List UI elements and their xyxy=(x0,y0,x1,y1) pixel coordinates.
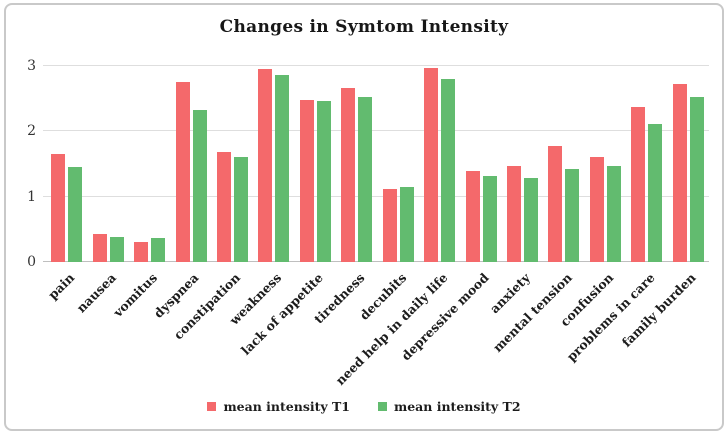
bar-group xyxy=(668,66,709,262)
bar xyxy=(51,154,66,262)
gridline xyxy=(43,195,709,197)
bar xyxy=(689,96,704,262)
legend-item: mean intensity T1 xyxy=(207,399,350,414)
legend: mean intensity T1 mean intensity T2 xyxy=(6,399,722,414)
bar-group xyxy=(295,66,336,262)
bar xyxy=(589,157,604,262)
bar-group xyxy=(378,66,419,262)
bar-group xyxy=(460,66,501,262)
bar xyxy=(441,79,456,262)
bar xyxy=(151,238,166,262)
bar xyxy=(482,175,497,262)
bar xyxy=(299,99,314,262)
bar-group xyxy=(626,66,667,262)
bar xyxy=(316,100,331,262)
bar-group xyxy=(419,66,460,262)
bar xyxy=(424,67,439,262)
legend-swatch-icon xyxy=(378,402,387,411)
bar-group xyxy=(502,66,543,262)
bar xyxy=(465,170,480,262)
legend-label: mean intensity T2 xyxy=(394,399,521,414)
legend-label: mean intensity T1 xyxy=(223,399,350,414)
legend-swatch-icon xyxy=(207,402,217,411)
bar xyxy=(92,233,107,262)
bar xyxy=(648,123,663,262)
bar-group xyxy=(129,66,170,262)
bar xyxy=(341,87,356,262)
bar xyxy=(606,165,621,262)
x-axis-line xyxy=(43,261,709,262)
legend-item: mean intensity T2 xyxy=(378,399,521,414)
bar-group xyxy=(212,66,253,262)
bar xyxy=(382,188,397,262)
bar xyxy=(672,83,687,262)
bar-group xyxy=(253,66,294,262)
gridline xyxy=(43,65,709,66)
bar-group xyxy=(87,66,128,262)
bar-group xyxy=(336,66,377,262)
bar xyxy=(233,157,248,262)
x-tick-label: family burden xyxy=(618,270,699,350)
bar xyxy=(192,109,207,262)
bar-series-container xyxy=(46,66,709,262)
bar xyxy=(134,241,149,262)
bar-group xyxy=(170,66,211,262)
bar xyxy=(68,167,83,262)
bar xyxy=(275,75,290,262)
gridline xyxy=(43,130,709,132)
bar xyxy=(548,146,563,262)
bar xyxy=(565,168,580,262)
y-tick-label: 3 xyxy=(27,58,36,74)
bar xyxy=(524,178,539,262)
bar xyxy=(358,97,373,262)
bar xyxy=(631,107,646,262)
y-tick-label: 1 xyxy=(27,188,36,205)
bar-group xyxy=(585,66,626,262)
bar xyxy=(399,186,414,262)
x-tick-label: pain xyxy=(45,270,78,303)
y-tick-label: 2 xyxy=(27,123,36,140)
chart-title: Changes in Symtom Intensity xyxy=(219,17,509,37)
bar xyxy=(109,236,124,262)
y-tick-label: 0 xyxy=(27,254,36,270)
bar xyxy=(175,81,190,262)
bar xyxy=(258,69,273,262)
bar xyxy=(216,152,231,262)
bar xyxy=(507,165,522,262)
bar-group xyxy=(543,66,584,262)
bar-group xyxy=(46,66,87,262)
